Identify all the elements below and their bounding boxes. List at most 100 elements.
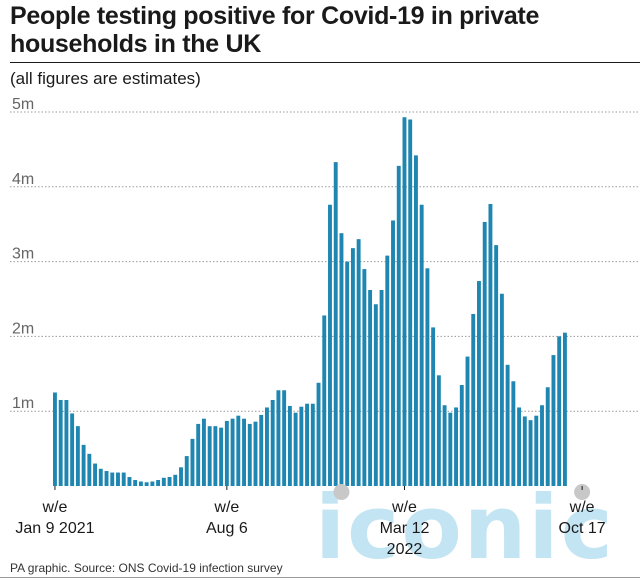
x-tick-label: w/e	[41, 499, 67, 516]
bar	[471, 313, 476, 486]
bar	[265, 407, 269, 486]
bar	[345, 261, 350, 486]
bar	[53, 392, 57, 486]
x-axis-labels: w/e Jan 9 2021 w/e Aug 6 w/e Mar 12 2022 w/e Oct…	[15, 486, 606, 558]
timeline-marker	[574, 484, 591, 500]
chart-subtitle: (all figures are estimates)	[10, 69, 201, 88]
bar	[562, 332, 567, 486]
bar	[551, 355, 556, 486]
bar	[499, 293, 504, 486]
bar	[494, 245, 499, 486]
bar	[104, 471, 109, 486]
bar	[528, 420, 533, 486]
bar	[64, 399, 69, 486]
bar	[436, 375, 441, 486]
bar	[505, 364, 510, 486]
bar	[545, 387, 550, 486]
bar	[408, 119, 413, 486]
bar	[230, 418, 235, 486]
timeline-markers	[333, 484, 591, 500]
bar	[477, 281, 481, 486]
bar	[517, 407, 522, 486]
bar	[350, 248, 355, 486]
bar	[448, 412, 453, 486]
x-tick-label: Mar 12	[380, 520, 430, 537]
bar	[196, 423, 201, 486]
bar	[557, 336, 562, 486]
bar	[58, 399, 63, 486]
bar	[310, 403, 315, 486]
bar	[293, 412, 298, 486]
bar	[190, 438, 195, 486]
bar	[276, 390, 281, 486]
bar	[522, 416, 527, 486]
bar	[402, 117, 407, 487]
y-tick-label: 3m	[12, 246, 34, 263]
bar	[465, 356, 470, 486]
bar	[305, 403, 310, 486]
bar	[454, 407, 458, 486]
bar	[167, 477, 172, 486]
bar	[413, 155, 418, 486]
bar	[259, 414, 264, 486]
bar	[356, 239, 361, 486]
bar	[184, 456, 189, 486]
chart-title: People testing positive for Covid-19 in …	[10, 2, 540, 58]
watermark: iconic	[315, 476, 615, 579]
title-divider	[10, 62, 640, 63]
bar	[339, 233, 344, 486]
bar	[87, 453, 92, 486]
bar	[219, 427, 224, 486]
bar	[396, 165, 401, 487]
y-tick-label: 4m	[12, 171, 34, 188]
bar	[98, 468, 103, 486]
bar	[482, 221, 487, 486]
bar	[373, 304, 378, 486]
bar	[299, 406, 304, 486]
bar	[534, 415, 539, 486]
footer-divider	[0, 577, 640, 578]
bar	[242, 418, 246, 486]
y-tick-label: 1m	[12, 395, 34, 412]
bar	[207, 426, 212, 486]
bar	[333, 162, 338, 486]
x-tick-label: 2022	[387, 541, 423, 558]
x-tick-label: w/e	[391, 499, 417, 516]
bar	[213, 426, 218, 486]
bar	[224, 420, 229, 486]
bar	[81, 444, 86, 486]
bar	[431, 327, 436, 486]
bar	[127, 477, 132, 486]
bar	[385, 255, 390, 486]
bar	[236, 415, 241, 486]
watermark-logo-text: iconic	[315, 476, 615, 579]
bar	[511, 381, 516, 486]
bar	[247, 423, 252, 486]
bar	[138, 481, 143, 486]
y-tick-label: 2m	[12, 320, 34, 337]
bar	[379, 290, 384, 486]
bar	[161, 477, 166, 486]
bar	[144, 482, 149, 486]
bar	[70, 413, 75, 486]
x-tick-label: Jan 9 2021	[15, 520, 94, 537]
y-tick-label: 5m	[12, 96, 34, 113]
bar	[459, 385, 464, 486]
bar	[419, 204, 424, 486]
bar	[442, 405, 447, 486]
bar	[362, 269, 367, 486]
x-tick-label: w/e	[213, 499, 239, 516]
bar	[121, 472, 126, 486]
bar	[282, 390, 287, 486]
bar	[201, 418, 206, 486]
x-tick-label: Aug 6	[206, 520, 248, 537]
bar	[110, 472, 115, 486]
bar	[316, 382, 321, 486]
bar	[270, 399, 275, 486]
x-tick-label: Oct 17	[559, 520, 606, 537]
x-tick-label: w/e	[569, 499, 595, 516]
bar	[540, 405, 544, 486]
bar	[488, 204, 493, 486]
bar	[253, 421, 258, 486]
